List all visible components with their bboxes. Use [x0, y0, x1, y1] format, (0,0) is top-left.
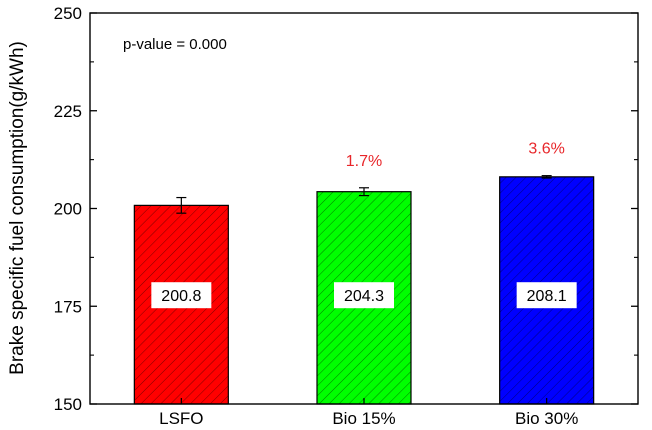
y-tick-label: 225 [54, 102, 82, 121]
x-tick-label: Bio 30% [515, 409, 578, 428]
y-axis-title: Brake specific fuel consumption(g/kWh) [7, 41, 28, 375]
increase-label: 3.6% [528, 141, 564, 158]
value-label-box [334, 282, 394, 309]
y-tick-label: 200 [54, 200, 82, 219]
x-tick-label: Bio 15% [332, 409, 395, 428]
data-label: 208.1 [527, 288, 567, 305]
error-bar [359, 187, 369, 197]
y-tick-label: 150 [54, 395, 82, 414]
p-value-annotation: p-value = 0.000 [123, 36, 227, 53]
increase-label: 1.7% [346, 153, 382, 170]
x-tick-label: LSFO [159, 409, 203, 428]
data-label: 204.3 [344, 288, 384, 305]
value-label-box [151, 282, 212, 309]
data-label: 200.8 [161, 288, 201, 305]
y-tick-label: 175 [54, 297, 82, 316]
y-tick-label: 250 [54, 4, 82, 23]
error-bar [541, 175, 552, 179]
error-bar [176, 196, 187, 214]
value-label-box [516, 282, 577, 309]
